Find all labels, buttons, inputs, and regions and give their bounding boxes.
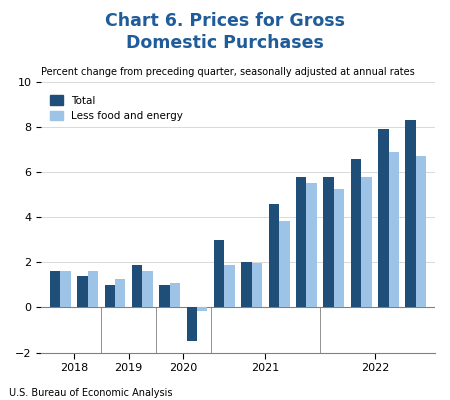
Bar — [269, 204, 279, 308]
Bar — [105, 285, 115, 308]
Bar — [279, 221, 289, 308]
Bar — [296, 177, 306, 308]
Text: U.S. Bureau of Economic Analysis: U.S. Bureau of Economic Analysis — [9, 388, 172, 398]
Bar — [416, 156, 426, 308]
Bar — [334, 189, 344, 308]
Bar — [306, 184, 317, 308]
Bar — [351, 159, 361, 308]
Bar — [187, 308, 197, 341]
Bar — [388, 152, 399, 308]
Bar — [361, 177, 372, 308]
Bar — [60, 271, 71, 308]
Bar — [241, 262, 252, 308]
Bar — [378, 129, 388, 308]
Bar — [77, 276, 88, 308]
Text: Percent change from preceding quarter, seasonally adjusted at annual rates: Percent change from preceding quarter, s… — [41, 67, 415, 77]
Bar — [88, 271, 98, 308]
Bar — [324, 177, 334, 308]
Text: Chart 6. Prices for Gross
Domestic Purchases: Chart 6. Prices for Gross Domestic Purch… — [105, 12, 345, 52]
Bar — [142, 271, 153, 308]
Bar — [50, 271, 60, 308]
Bar — [214, 240, 225, 308]
Bar — [115, 279, 126, 308]
Legend: Total, Less food and energy: Total, Less food and energy — [50, 95, 183, 121]
Bar — [252, 264, 262, 308]
Bar — [170, 283, 180, 308]
Bar — [197, 308, 207, 311]
Bar — [225, 265, 235, 308]
Bar — [159, 285, 170, 308]
Bar — [405, 120, 416, 308]
Bar — [132, 265, 142, 308]
